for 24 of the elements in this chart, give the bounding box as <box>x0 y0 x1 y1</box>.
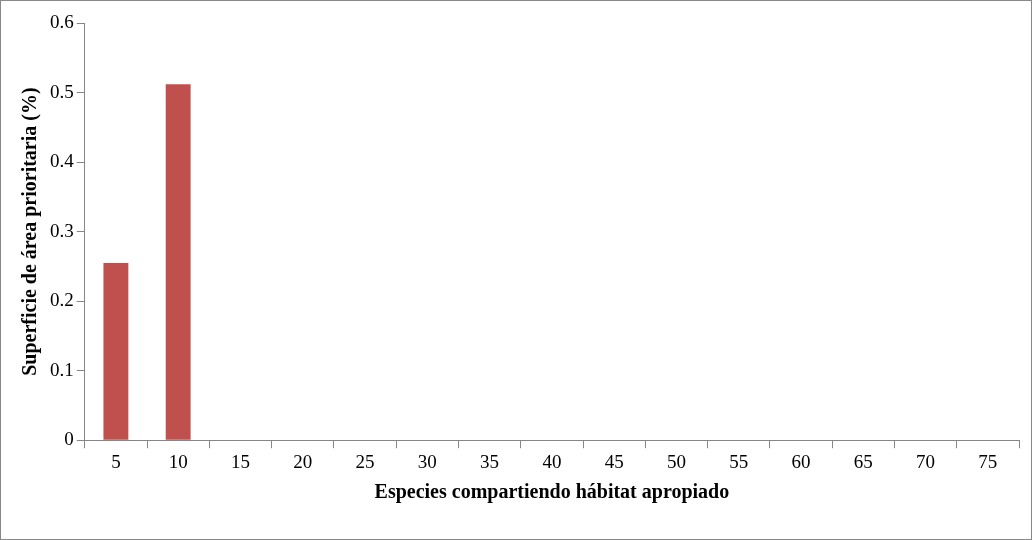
x-tick-label: 30 <box>417 450 437 472</box>
x-tick-label: 70 <box>916 450 936 472</box>
y-axis-title: Superficie de área prioritaria (%) <box>18 87 42 376</box>
x-tick-label: 55 <box>729 450 749 472</box>
x-tick-label: 10 <box>168 450 188 472</box>
x-tick-label: 15 <box>230 450 250 472</box>
x-tick-label: 35 <box>480 450 500 472</box>
x-tick-label: 20 <box>293 450 313 472</box>
x-tick-label: 60 <box>791 450 811 472</box>
x-tick-label: 50 <box>666 450 686 472</box>
y-tick-label: 0.3 <box>50 219 74 241</box>
x-tick-label: 5 <box>111 450 121 472</box>
x-tick-label: 45 <box>604 450 624 472</box>
y-tick-label: 0.1 <box>50 358 74 380</box>
y-tick-label: 0.6 <box>50 10 74 32</box>
x-tick-label: 65 <box>853 450 873 472</box>
x-axis-title: Especies compartiendo hábitat apropiado <box>374 480 730 504</box>
x-tick-label: 40 <box>542 450 562 472</box>
x-tick-label: 75 <box>978 450 998 472</box>
y-tick-label: 0 <box>64 428 74 450</box>
y-tick-label: 0.2 <box>50 289 74 311</box>
y-tick-label: 0.4 <box>50 150 75 172</box>
x-tick-label: 25 <box>355 450 375 472</box>
y-tick-label: 0.5 <box>50 80 74 102</box>
